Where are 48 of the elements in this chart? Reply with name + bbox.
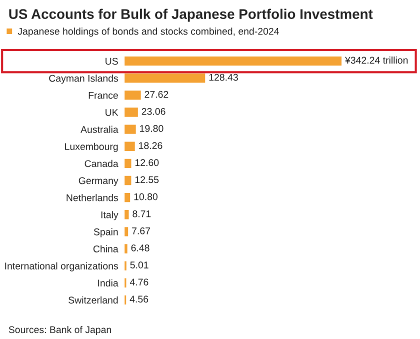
bar <box>124 89 142 102</box>
y-tick-label: Cayman Islands <box>49 74 118 84</box>
data-label: 6.48 <box>131 244 150 252</box>
data-label: 4.56 <box>130 296 148 303</box>
bar <box>124 208 130 221</box>
data-label: 12.55 <box>135 176 159 184</box>
bar <box>124 260 128 272</box>
data-label: ¥342.24 trillion <box>344 56 408 64</box>
bar <box>124 192 132 204</box>
bar <box>124 174 133 186</box>
legend-label: Japanese holdings of bonds and stocks combined, end-2024 <box>18 28 279 37</box>
bar <box>124 276 128 289</box>
data-label: 12.60 <box>135 159 159 166</box>
bar <box>124 72 207 84</box>
bar <box>124 140 136 152</box>
y-tick-label: US <box>106 58 118 65</box>
source-note: Sources: Bank of Japan <box>8 326 111 336</box>
data-label: 5.01 <box>130 262 148 268</box>
data-label: 7.67 <box>132 227 150 234</box>
data-label: 8.71 <box>132 210 151 218</box>
bar <box>124 106 140 118</box>
y-tick-label: International organizations <box>5 262 118 272</box>
bar <box>124 294 128 306</box>
bar <box>124 123 138 136</box>
data-label: 18.26 <box>139 142 162 150</box>
data-label: 4.76 <box>130 278 148 286</box>
y-tick-label: Italy <box>101 211 118 220</box>
y-tick-label: France <box>88 92 118 99</box>
y-tick-label: India <box>98 279 118 287</box>
bar <box>124 55 343 68</box>
y-tick-label: UK <box>106 109 118 116</box>
data-label: 128.43 <box>209 74 238 81</box>
bar <box>124 242 129 255</box>
y-tick-label: Luxembourg <box>65 142 118 152</box>
data-label: 23.06 <box>142 108 166 115</box>
data-label: 27.62 <box>144 90 168 98</box>
bar <box>124 157 133 170</box>
y-tick-label: Australia <box>80 126 118 133</box>
y-tick-label: China <box>93 245 118 252</box>
bar <box>124 226 130 238</box>
y-tick-label: Netherlands <box>66 194 118 202</box>
chart-title: US Accounts for Bulk of Japanese Portfolio Investment <box>9 8 373 22</box>
y-tick-label: Switzerland <box>68 296 118 304</box>
y-tick-label: Germany <box>78 177 118 186</box>
data-label: 10.80 <box>134 193 158 200</box>
data-label: 19.80 <box>140 125 164 132</box>
y-tick-label: Canada <box>84 160 118 168</box>
y-tick-label: Spain <box>94 228 118 238</box>
